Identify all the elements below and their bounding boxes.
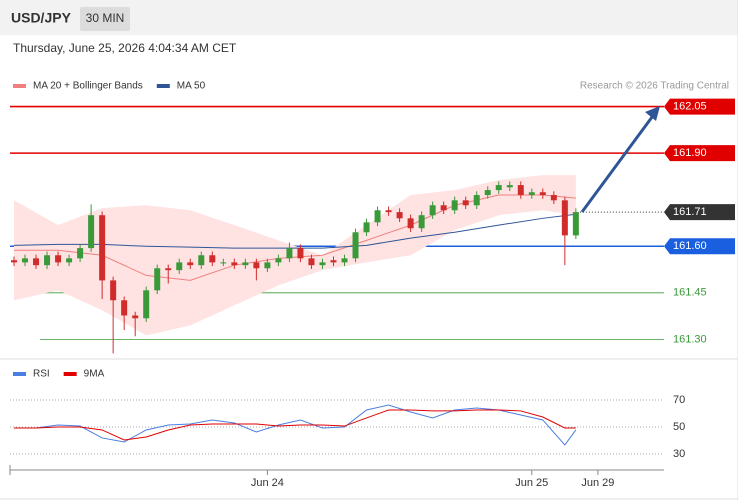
interval[interactable]: 30 MIN <box>86 11 125 25</box>
candle-body <box>264 262 271 269</box>
legend-swatch <box>13 84 26 88</box>
candle-body <box>242 262 249 266</box>
level-label-box <box>664 145 735 162</box>
rsi-line <box>14 404 577 446</box>
interval-badge[interactable] <box>80 7 130 31</box>
candle-body <box>418 215 425 229</box>
candle-body <box>440 205 447 211</box>
candle-body <box>506 185 513 188</box>
candle-body <box>396 212 403 219</box>
candle-body <box>495 185 502 191</box>
target-arrowhead <box>645 106 660 121</box>
x-tick-label: Jun 24 <box>251 477 284 489</box>
x-tick-label: Jun 29 <box>581 477 614 489</box>
candle-body <box>11 260 17 263</box>
candle-body <box>572 212 579 236</box>
level-label: 161.71 <box>673 206 707 218</box>
candle-body <box>528 192 535 196</box>
candle-body <box>209 255 216 263</box>
candle-body <box>154 268 161 291</box>
candle-body <box>220 262 227 264</box>
y-tick-label: 70 <box>673 394 685 406</box>
y-tick-label: 50 <box>673 421 685 433</box>
candle-body <box>165 268 172 271</box>
candle-body <box>550 195 557 201</box>
level-label: 161.60 <box>673 240 707 252</box>
timestamp: Thursday, June 25, 2026 4:04:34 AM CET <box>13 41 237 55</box>
level-label: 161.30 <box>673 333 707 345</box>
candle-body <box>330 260 337 263</box>
candle-body <box>286 248 293 259</box>
legend-label: 9MA <box>84 369 105 380</box>
candle-body <box>539 192 546 196</box>
credit: Research © 2026 Trading Central <box>580 81 729 92</box>
candle-body <box>374 210 381 223</box>
candle-body <box>308 258 315 266</box>
candle-body <box>429 205 436 216</box>
candle-body <box>517 185 524 196</box>
candle-body <box>231 262 238 266</box>
legend-swatch <box>13 372 26 376</box>
candle-body <box>187 262 194 266</box>
candle-body <box>66 258 73 263</box>
candle-body <box>121 300 128 316</box>
candle-body <box>473 195 480 206</box>
candle-body <box>363 222 370 233</box>
candle-body <box>462 200 469 206</box>
level-label: 161.90 <box>673 147 707 159</box>
y-tick-label: 30 <box>673 448 685 460</box>
target-arrow <box>580 112 657 213</box>
candle-body <box>407 218 414 229</box>
candle-body <box>341 258 348 263</box>
candle-body <box>561 200 568 236</box>
price-panel: 162.05 161.90 161.71 161.60 161.45 161.30 MA 2… <box>10 81 735 354</box>
candle-body <box>99 215 106 281</box>
candle-body <box>176 262 183 271</box>
candle-body <box>198 255 205 266</box>
candle-body <box>297 248 304 259</box>
symbol: USD/JPY <box>11 10 72 26</box>
candle-body <box>319 262 326 266</box>
candle-body <box>33 258 40 266</box>
candle-body <box>352 232 359 259</box>
level-label-box <box>664 238 735 255</box>
candle-body <box>77 248 84 259</box>
candle-body <box>253 262 260 269</box>
candle-body <box>55 255 62 263</box>
candle-body <box>110 280 117 301</box>
legend-label: MA 50 <box>177 81 206 92</box>
rsi-line <box>14 409 576 441</box>
legend-swatch <box>156 84 170 88</box>
legend-label: MA 20 + Bollinger Bands <box>33 81 143 92</box>
legend-swatch <box>63 372 77 376</box>
candle-body <box>385 210 392 213</box>
candle-body <box>22 258 29 263</box>
candle-body <box>275 258 282 263</box>
candle-body <box>132 315 139 319</box>
level-label-box <box>664 98 735 115</box>
level-label-box <box>664 204 735 221</box>
candle-body <box>88 215 95 249</box>
x-tick-label: Jun 25 <box>515 477 548 489</box>
candle-body <box>484 190 491 196</box>
rsi-panel: 30 50 70 Jun 24 Jun 25 Jun 29 RSI 9MA <box>9 369 685 489</box>
legend-label: RSI <box>33 369 50 380</box>
candle-body <box>44 255 51 266</box>
level-label: 161.45 <box>673 287 707 299</box>
candle-body <box>451 200 458 211</box>
candle-body <box>143 290 150 319</box>
level-label: 162.05 <box>673 100 707 112</box>
